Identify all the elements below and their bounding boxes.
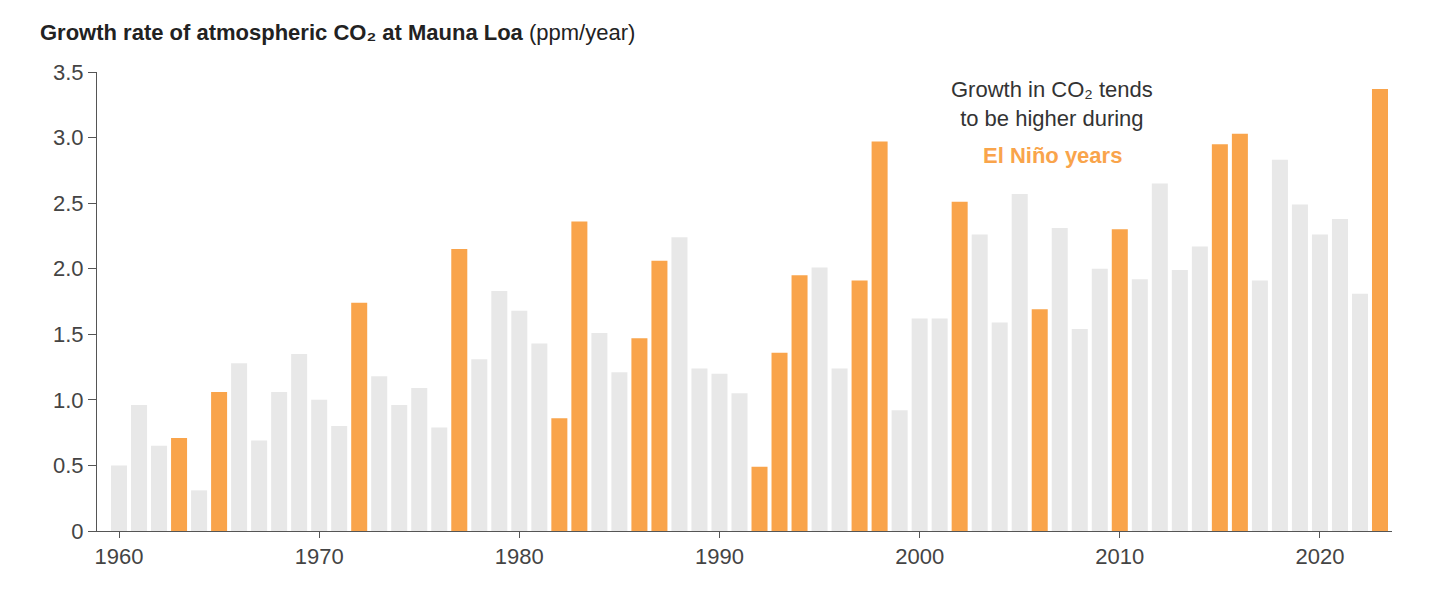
svg-text:Growth rate of atmospheric CO₂: Growth rate of atmospheric CO₂ at Mauna … [40, 20, 635, 45]
svg-text:2.0: 2.0 [53, 256, 84, 281]
svg-text:1.0: 1.0 [53, 388, 84, 413]
svg-text:1970: 1970 [295, 544, 344, 569]
svg-text:2010: 2010 [1095, 544, 1144, 569]
svg-text:3.5: 3.5 [53, 60, 84, 85]
svg-text:2.5: 2.5 [53, 191, 84, 216]
svg-text:1960: 1960 [95, 544, 144, 569]
svg-text:0.5: 0.5 [53, 453, 84, 478]
svg-text:El Niño years: El Niño years [983, 143, 1122, 168]
svg-text:0: 0 [71, 519, 83, 544]
svg-text:1.5: 1.5 [53, 322, 84, 347]
svg-text:Growth in CO₂ tendsto be highe: Growth in CO₂ tendsto be higher during [951, 77, 1153, 131]
svg-text:2020: 2020 [1295, 544, 1344, 569]
svg-text:1980: 1980 [495, 544, 544, 569]
svg-text:1990: 1990 [695, 544, 744, 569]
svg-text:2000: 2000 [895, 544, 944, 569]
svg-text:3.0: 3.0 [53, 125, 84, 150]
